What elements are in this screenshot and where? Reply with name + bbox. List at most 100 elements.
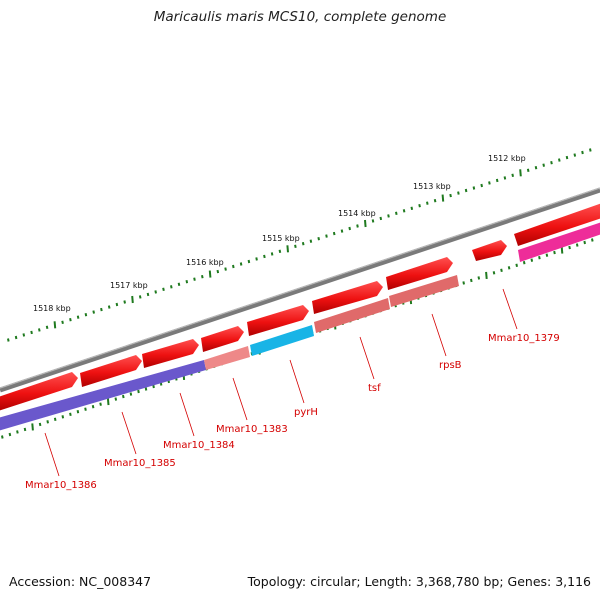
minor-tick <box>522 261 526 265</box>
gene-mmar10-1386[interactable] <box>0 360 206 431</box>
pointer-line <box>121 411 137 455</box>
minor-tick <box>154 290 157 294</box>
minor-tick <box>270 252 274 256</box>
minor-tick <box>123 300 126 304</box>
gene-rpsb[interactable] <box>389 275 459 307</box>
minor-tick <box>565 155 569 160</box>
minor-tick <box>568 245 571 250</box>
minor-tick <box>534 166 538 170</box>
pointer-line <box>289 359 305 404</box>
gene-mmar10-1379[interactable] <box>518 222 600 262</box>
forward-gene-arrow[interactable] <box>312 281 383 314</box>
minor-tick <box>61 320 64 324</box>
minor-tick <box>464 188 468 193</box>
genome-backbone <box>0 187 600 393</box>
minor-tick <box>500 268 503 272</box>
minor-tick <box>30 330 33 335</box>
minor-tick <box>38 328 41 332</box>
major-tick <box>106 398 110 406</box>
kbp-label: 1517 kbp <box>110 281 148 290</box>
minor-tick <box>216 269 220 274</box>
major-tick <box>560 246 564 254</box>
minor-tick <box>538 256 541 260</box>
forward-gene-arrow[interactable] <box>472 240 507 261</box>
minor-tick <box>263 254 266 259</box>
minor-tick <box>69 412 72 416</box>
gene-label-mmar10-1385: Mmar10_1385 <box>104 458 176 469</box>
forward-gene-arrow[interactable] <box>386 257 453 290</box>
kbp-label: 1515 kbp <box>262 234 300 243</box>
minor-tick <box>224 267 227 271</box>
forward-gene-arrow[interactable] <box>514 203 600 246</box>
minor-tick <box>402 209 406 213</box>
minor-tick <box>457 191 460 195</box>
gene-mmar10-1383[interactable] <box>204 346 250 370</box>
minor-tick <box>84 313 88 317</box>
topology-summary: Topology: circular; Length: 3,368,780 bp… <box>247 574 591 589</box>
minor-tick <box>46 420 49 424</box>
minor-tick <box>530 258 534 262</box>
minor-tick <box>138 295 142 299</box>
minor-tick <box>462 281 465 285</box>
minor-tick <box>255 257 258 261</box>
minor-tick <box>573 153 577 157</box>
minor-tick <box>22 333 26 337</box>
minor-tick <box>137 389 140 394</box>
pointer-line <box>44 432 60 477</box>
outer-tick-ruler <box>7 148 592 342</box>
minor-tick <box>553 250 556 255</box>
gene-label-mmar10-1383: Mmar10_1383 <box>216 424 288 435</box>
minor-tick <box>107 305 111 309</box>
minor-tick <box>84 407 87 411</box>
minor-tick <box>76 315 80 319</box>
kbp-label: 1512 kbp <box>488 154 526 163</box>
minor-tick <box>294 244 297 248</box>
gene-tsf[interactable] <box>314 298 390 333</box>
forward-gene-arrow[interactable] <box>80 355 142 387</box>
minor-tick <box>309 239 313 243</box>
minor-tick <box>23 427 27 432</box>
minor-tick <box>115 302 119 307</box>
minor-tick <box>550 161 553 165</box>
minor-tick <box>162 287 165 291</box>
reverse-strand-genes <box>0 222 600 431</box>
minor-tick <box>193 277 196 281</box>
minor-tick <box>495 178 499 183</box>
minor-tick <box>340 229 344 233</box>
major-tick <box>286 245 289 253</box>
minor-tick <box>146 292 150 297</box>
accession-text: Accession: NC_008347 <box>9 574 152 589</box>
forward-gene-arrow[interactable] <box>201 326 244 352</box>
major-tick <box>485 271 488 279</box>
kbp-label: 1514 kbp <box>338 209 376 218</box>
gene-label-pyrh: pyrH <box>294 407 318 418</box>
forward-gene-arrow[interactable] <box>247 305 309 336</box>
minor-tick <box>591 238 594 242</box>
minor-tick <box>129 392 133 396</box>
gene-label-mmar10-1379: Mmar10_1379 <box>488 333 560 344</box>
pointer-line <box>359 336 375 380</box>
forward-gene-arrow[interactable] <box>142 339 199 368</box>
minor-tick <box>545 253 549 257</box>
gene-pyrh[interactable] <box>250 325 314 356</box>
minor-tick <box>395 211 398 215</box>
minor-tick <box>1 435 4 439</box>
minor-tick <box>348 226 351 231</box>
minor-tick <box>185 280 189 284</box>
minor-tick <box>379 216 383 221</box>
minor-tick <box>16 430 19 434</box>
major-tick <box>519 169 522 177</box>
minor-tick <box>152 384 155 389</box>
minor-tick <box>558 158 561 162</box>
map-title: Maricaulis maris MCS10, complete genome <box>153 9 447 25</box>
minor-tick <box>91 405 95 409</box>
minor-tick <box>38 422 42 427</box>
pointer-line <box>502 288 518 330</box>
major-tick <box>131 295 134 304</box>
gene-label-mmar10-1386: Mmar10_1386 <box>25 480 97 491</box>
minor-tick <box>472 186 476 190</box>
minor-tick <box>232 264 235 269</box>
forward-gene-arrow[interactable] <box>0 372 78 411</box>
minor-tick <box>69 318 72 322</box>
